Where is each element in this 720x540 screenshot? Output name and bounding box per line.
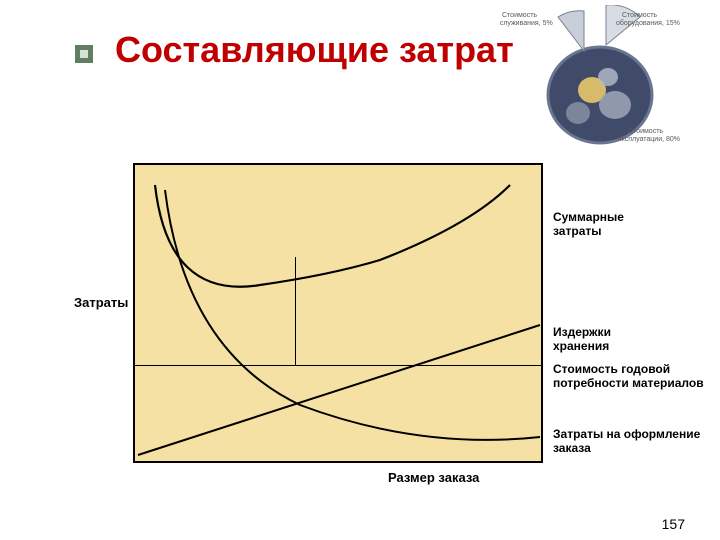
pie-label-1: Стоимость bbox=[502, 12, 537, 19]
svg-text:эксплуатации, 80%: эксплуатации, 80% bbox=[618, 136, 680, 143]
label-total-cost: Суммарные затраты bbox=[553, 210, 653, 238]
cost-chart bbox=[133, 163, 543, 463]
label-holding-cost: Издержки хранения bbox=[553, 325, 653, 353]
chart-horizontal-ref bbox=[135, 365, 543, 366]
svg-text:оборудования, 15%: оборудования, 15% bbox=[616, 19, 680, 27]
label-material-cost: Стоимость годовой потребности материалов bbox=[553, 362, 718, 390]
page-number: 157 bbox=[662, 516, 685, 532]
svg-text:обслуживания, 5%: обслуживания, 5% bbox=[500, 19, 553, 27]
title-bullet bbox=[75, 45, 93, 63]
y-axis-label: Затраты bbox=[74, 295, 128, 310]
pie-chart-decor: Стоимость обслуживания, 5% Стоимость обо… bbox=[500, 5, 690, 150]
pie-label-2: Стоимость bbox=[622, 12, 657, 19]
page-title: Составляющие затрат bbox=[115, 28, 514, 72]
x-axis-label: Размер заказа bbox=[388, 470, 479, 485]
chart-vertical-ref bbox=[295, 257, 296, 365]
label-setup-cost: Затраты на оформление заказа bbox=[553, 427, 708, 455]
pie-label-3: Стоимость bbox=[628, 128, 663, 135]
